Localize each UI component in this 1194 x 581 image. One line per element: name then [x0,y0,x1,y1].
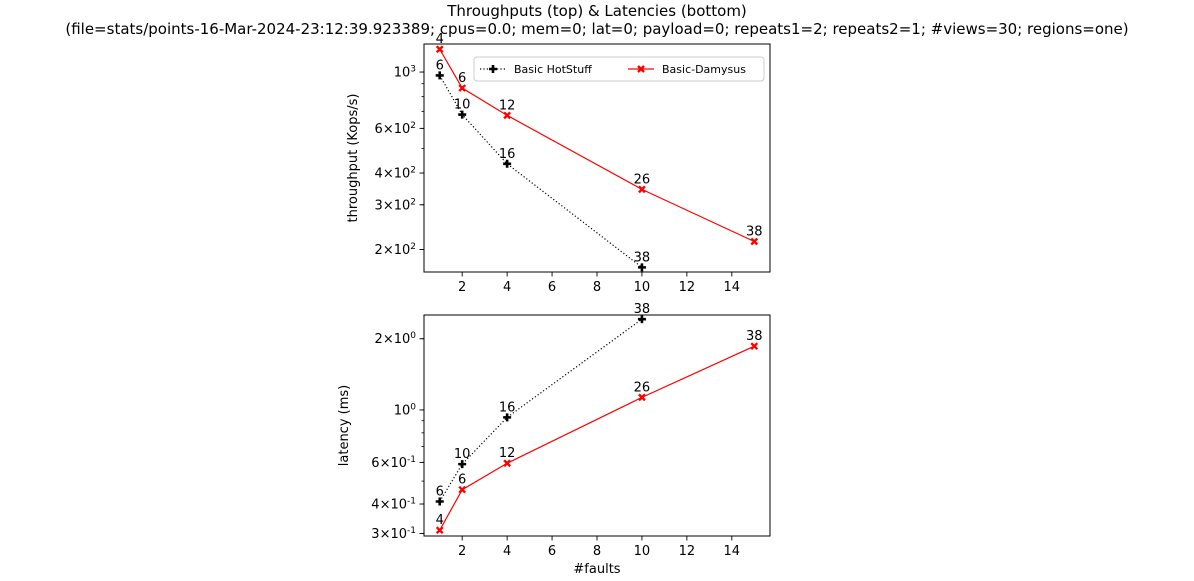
data-point-marker [435,526,444,535]
data-point-marker [503,111,511,120]
y-tick-label: 3×10-1 [371,526,416,542]
y-tick-label: 3×102 [375,197,416,213]
data-label: 16 [499,400,516,415]
y-tick-label: 4×10-1 [371,497,416,513]
chart-panel-latency: 2×100 100 6×10-1 4×10-1 3×10-1 2 4 6 8 10 12 14 6 10 1… [337,302,771,577]
x-tick-label: 10 [634,544,651,559]
y-tick-label: 6×102 [375,121,416,137]
series-line [439,318,643,502]
data-point-marker [503,413,512,422]
data-label: 38 [746,329,763,344]
y-tick-label: 4×102 [375,166,416,182]
data-label: 6 [458,71,466,86]
series-line [439,345,755,531]
data-point-marker [750,342,759,351]
x-tick-label: 10 [634,280,651,295]
y-tick-label: 103 [394,65,416,81]
data-label: 6 [436,58,444,73]
data-label: 6 [458,473,466,488]
data-label: 26 [634,172,651,187]
x-tick-label: 2 [458,544,466,559]
data-point-marker [638,185,646,194]
legend-label: Basic-Damysus [662,63,746,76]
data-label: 4 [436,513,444,528]
series-basic-damysus: 4 6 12 26 38 [435,32,763,246]
data-label: 26 [634,380,651,395]
x-axis-label: #faults [573,562,620,577]
data-point-marker [637,263,646,272]
data-point-marker [750,237,759,246]
data-label: 10 [454,447,471,462]
y-axis-label: throughput (Kops/s) [346,94,361,223]
legend-label: Basic HotStuff [514,63,592,76]
y-tick-label: 2×102 [375,242,416,258]
series-line [439,75,643,268]
series-basic-hotstuff: 6 10 16 38 [435,58,651,272]
data-label: 38 [746,224,763,239]
data-point-marker [435,497,444,506]
legend-marker [489,65,497,73]
x-tick-label: 14 [724,280,741,295]
x-tick-label: 4 [503,280,511,295]
legend-marker [637,65,645,73]
series-basic-damysus: 4 6 12 26 38 [435,329,763,535]
data-point-marker [458,460,467,469]
data-label: 4 [436,32,444,47]
x-tick-label: 6 [548,280,556,295]
figure-subtitle: (file=stats/points-16-Mar-2024-23:12:39.… [65,20,1129,38]
series-basic-hotstuff: 6 10 16 38 [435,302,651,506]
x-tick-label: 2 [458,280,466,295]
legend-box [473,56,765,82]
data-label: 38 [634,250,651,265]
figure-title: Throughputs (top) & Latencies (bottom) [447,2,747,20]
x-tick-label: 12 [679,544,696,559]
data-label: 38 [634,302,651,317]
x-tick-label: 6 [548,544,556,559]
axes-frame [423,314,771,537]
legend: Basic HotStuff Basic-Damysus [473,56,765,82]
data-point-marker [503,459,511,468]
y-tick-label: 100 [394,402,417,418]
x-tick-label: 12 [679,280,696,295]
data-point-marker [503,159,512,168]
x-tick-label: 8 [593,280,601,295]
chart-panel-throughput: 103 6×102 4×102 3×102 2×102 2 4 6 8 10 12 14 6 10 16 38… [346,32,771,295]
x-tick-label: 14 [724,544,741,559]
y-tick-label: 2×100 [375,331,417,347]
data-label: 16 [499,147,516,162]
data-point-marker [638,393,646,402]
data-label: 12 [499,446,516,461]
data-point-marker [435,45,444,54]
x-tick-label: 4 [503,544,511,559]
data-point-marker [458,110,467,119]
data-label: 6 [436,484,444,499]
data-point-marker [458,84,467,92]
x-tick-label: 8 [593,544,601,559]
axes-frame [423,43,771,273]
data-label: 12 [499,98,516,113]
data-label: 10 [454,98,471,113]
data-point-marker [435,71,444,80]
data-point-marker [637,315,646,324]
data-point-marker [458,485,467,494]
y-axis-label: latency (ms) [337,385,352,466]
y-tick-label: 6×10-1 [371,455,416,471]
